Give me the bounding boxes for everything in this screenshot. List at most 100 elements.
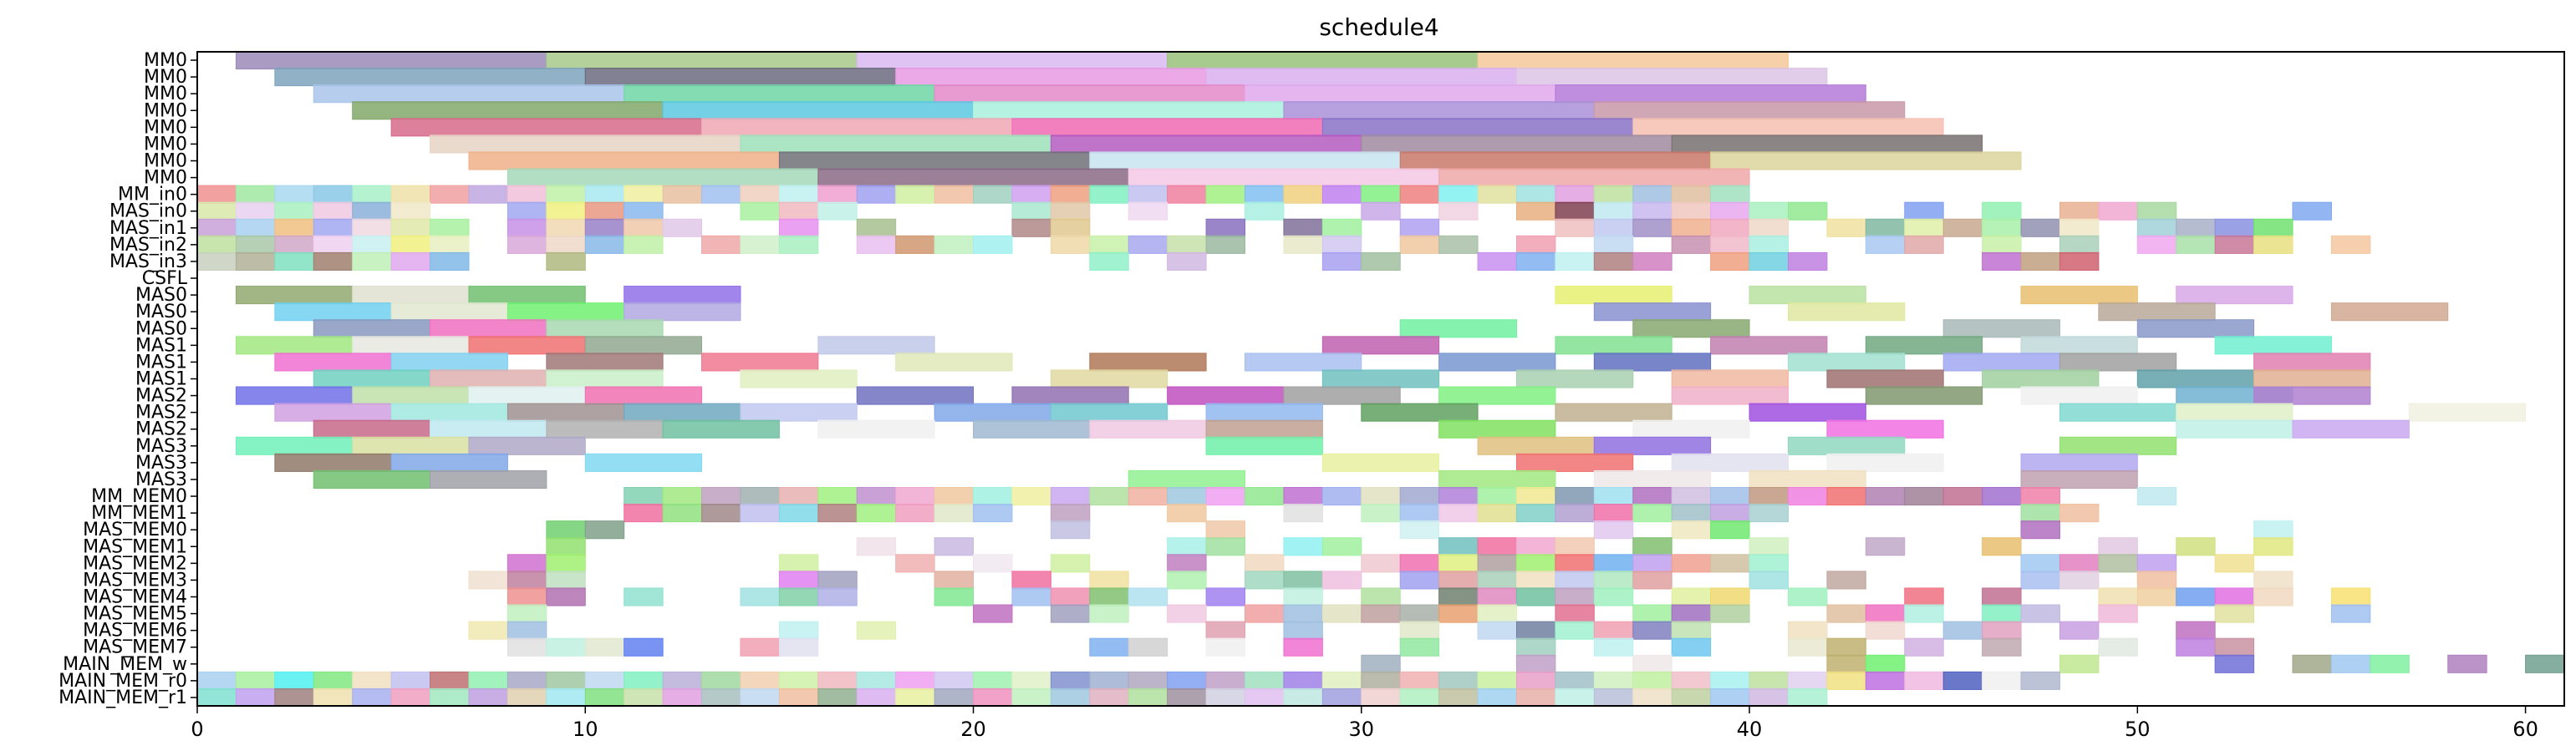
task-bar (624, 587, 664, 606)
task-bar (2020, 554, 2060, 573)
task-bar (1245, 201, 1285, 221)
task-bar (352, 386, 470, 405)
y-tick-label: MM_MEM1 (91, 503, 187, 524)
task-bar (507, 637, 547, 657)
task-bar (1245, 604, 1285, 623)
task-bar (1826, 571, 1866, 590)
task-bar (546, 419, 664, 439)
task-bar (856, 621, 897, 640)
task-bar (2253, 520, 2293, 540)
task-bar (584, 68, 897, 87)
y-tick-label: MAS2 (135, 403, 187, 424)
task-bar (856, 671, 897, 690)
task-bar (1593, 101, 1906, 120)
task-bar (468, 688, 508, 708)
task-bar (624, 504, 664, 523)
task-bar (390, 218, 431, 237)
task-bar (1749, 671, 1789, 690)
task-bar (1050, 688, 1091, 708)
task-bar (430, 688, 470, 708)
task-bar (1438, 185, 1479, 204)
task-bar (2020, 469, 2138, 490)
task-bar (2330, 235, 2371, 254)
task-bar (1671, 604, 1712, 623)
y-tick-label: MM0 (144, 117, 187, 138)
task-bar (352, 101, 664, 120)
task-bar (1050, 587, 1091, 606)
task-bar (1245, 571, 1285, 590)
task-bar (1283, 504, 1323, 523)
task-bar (1710, 688, 1750, 708)
task-bar (1205, 537, 1246, 556)
task-bar (274, 688, 314, 708)
task-bar (1593, 571, 1634, 590)
task-bar (507, 218, 547, 237)
task-bar (1515, 654, 1556, 673)
task-bar (1399, 671, 1440, 690)
task-bar (1515, 453, 1634, 472)
task-bar (778, 151, 1091, 170)
x-tick-label: 60 (2512, 718, 2538, 741)
task-bar (274, 201, 314, 221)
task-bar (2214, 554, 2255, 573)
task-bar (895, 486, 935, 506)
task-bar (274, 185, 314, 204)
task-bar (1321, 336, 1440, 355)
task-bar (1089, 671, 1129, 690)
task-bar (817, 486, 858, 506)
task-bar (468, 436, 586, 455)
task-bar (1167, 554, 1207, 573)
task-bar (701, 486, 741, 506)
task-bar (1515, 369, 1634, 388)
y-tick-label: MAS2 (135, 419, 187, 440)
task-bar (1671, 134, 1983, 154)
task-bar (1167, 50, 1479, 70)
task-bar (2059, 554, 2100, 573)
task-bar (1438, 604, 1479, 623)
task-bar (1787, 688, 1828, 708)
task-bar (1361, 403, 1479, 422)
task-bar (1749, 469, 1866, 490)
task-bar (662, 688, 703, 708)
task-bar (1050, 218, 1091, 237)
task-bar (430, 671, 470, 690)
y-tick-label: MM0 (144, 50, 187, 71)
task-bar (1555, 84, 1866, 104)
y-tick-label: MAIN_MEM_w (63, 654, 187, 675)
task-bar (1050, 134, 1362, 154)
y-tick-label: MAS_MEM7 (83, 637, 187, 658)
task-bar (701, 118, 1013, 137)
task-bar (274, 68, 586, 87)
task-bar (1245, 554, 1285, 573)
task-bar (1515, 554, 1556, 573)
task-bar (1321, 688, 1362, 708)
task-bar (235, 185, 276, 204)
task-bar (1787, 621, 1828, 640)
task-bar (1089, 571, 1129, 590)
task-bar (1555, 336, 1672, 355)
task-bar (2447, 654, 2487, 673)
task-bar (1904, 201, 1944, 221)
task-bar (1982, 235, 2022, 254)
task-bar (1555, 671, 1595, 690)
task-bar (1515, 486, 1556, 506)
task-bar (313, 235, 354, 254)
task-bar (1826, 453, 1944, 472)
task-bar (1399, 504, 1440, 523)
task-bar (1128, 235, 1168, 254)
task-bar (1515, 637, 1556, 657)
task-bar (546, 251, 586, 271)
task-bar (468, 286, 586, 305)
task-bar (1904, 218, 1944, 237)
task-bar (1593, 302, 1712, 322)
task-bar (1011, 185, 1051, 204)
task-bar (1787, 671, 1828, 690)
task-bar (274, 403, 392, 422)
task-bar (546, 218, 586, 237)
task-bar (778, 587, 819, 606)
task-bar (1050, 486, 1091, 506)
task-bar (2292, 654, 2332, 673)
task-bar (778, 185, 819, 204)
task-bar (196, 185, 237, 204)
task-bar (856, 688, 897, 708)
